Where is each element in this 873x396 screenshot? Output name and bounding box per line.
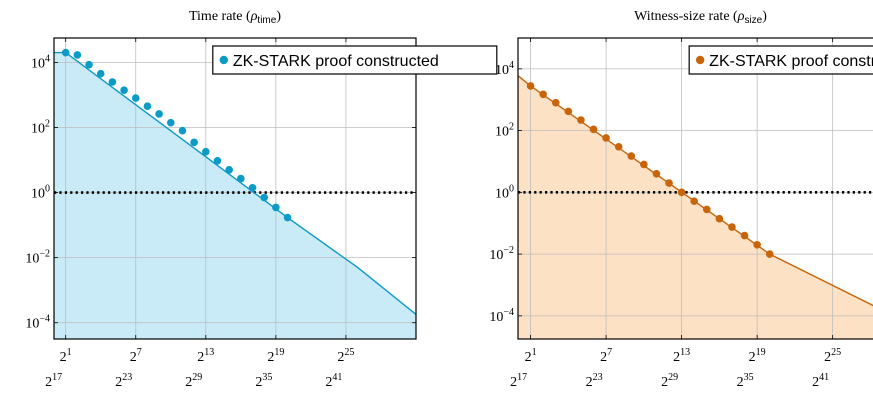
data-point: [577, 116, 585, 124]
x-tick-label: 27: [600, 347, 612, 365]
data-point: [85, 60, 93, 69]
chart-panel-1: Time rate (ρtime) 21 27 213 219 225 217 223 229 2…: [25, 9, 498, 390]
data-point: [526, 82, 535, 90]
data-point: [248, 184, 257, 192]
y-tick-label: 102: [31, 118, 50, 136]
data-point: [155, 110, 163, 118]
x-tick-label-secondary: 235: [737, 372, 754, 390]
data-point: [272, 203, 280, 212]
x-tick-label-secondary: 217: [45, 372, 62, 390]
x-tick-label-secondary: 241: [812, 372, 829, 390]
y-tick-label: 10−4: [489, 307, 514, 325]
data-point: [702, 205, 711, 214]
data-point: [551, 98, 560, 107]
data-point: [564, 107, 573, 116]
data-point: [120, 86, 128, 94]
y-tick-label: 10−2: [489, 245, 514, 263]
x-tick-label: 213: [673, 347, 690, 365]
data-point: [108, 78, 117, 86]
plot-area: [518, 38, 873, 339]
legend-box: [212, 45, 498, 75]
x-tick-label: 213: [197, 347, 214, 365]
data-point: [765, 250, 774, 258]
data-point: [166, 118, 175, 127]
x-tick-label: 21: [60, 347, 72, 365]
plot-frame: [53, 37, 417, 340]
x-tick-label: 219: [749, 347, 766, 365]
data-point: [539, 90, 547, 99]
y-tick-label: 10−2: [25, 249, 50, 267]
x-tick-label-secondary: 223: [115, 372, 132, 390]
x-tick-label-secondary: 223: [586, 372, 603, 390]
data-point: [740, 231, 749, 240]
data-point: [225, 166, 233, 174]
data-point: [237, 174, 245, 183]
x-tick-label: 225: [824, 347, 841, 365]
data-point: [131, 94, 140, 102]
chart-panel-2: Witness-size rate (ρsize) 21 27 213 219 225 21…: [489, 9, 873, 390]
y-tick-label: 104: [495, 60, 514, 78]
data-point: [715, 214, 724, 223]
chart-title: Witness-size rate (ρsize): [634, 9, 767, 26]
x-tick-label-secondary: 229: [661, 372, 678, 390]
x-tick-label: 219: [267, 347, 284, 365]
x-tick-label-secondary: 241: [325, 372, 342, 390]
data-point: [178, 126, 187, 135]
legend-marker: [219, 55, 229, 65]
x-tick-label-secondary: 217: [510, 372, 527, 390]
x-tick-label: 21: [525, 347, 537, 365]
data-point: [602, 134, 610, 142]
legend: ZK-STARK proof constructed: [212, 45, 498, 75]
data-point: [690, 197, 699, 205]
legend-label: ZK-STARK proof constructed: [709, 53, 873, 70]
x-tick-label-secondary: 229: [185, 372, 202, 390]
chart-title: Time rate (ρtime): [189, 9, 281, 26]
plot-area: [54, 38, 416, 339]
legend-label: ZK-STARK proof constructed: [233, 53, 439, 70]
area-fill: [54, 52, 416, 339]
plot-frame: [517, 37, 873, 340]
data-point: [665, 179, 673, 187]
x-tick-label: 27: [130, 347, 142, 365]
data-point: [61, 48, 70, 57]
data-point: [728, 223, 736, 231]
legend-box: [688, 45, 873, 75]
data-point: [213, 156, 222, 165]
y-tick-label: 100: [31, 184, 50, 202]
data-point: [202, 147, 210, 156]
legend: ZK-STARK proof constructed: [688, 45, 873, 75]
x-tick-label: 225: [337, 347, 354, 365]
y-tick-label: 10−4: [25, 314, 50, 332]
y-tick-label: 102: [495, 122, 514, 140]
y-tick-label: 100: [495, 183, 514, 201]
data-point: [614, 142, 623, 151]
data-point: [753, 241, 761, 249]
data-point: [677, 188, 686, 197]
data-point: [143, 102, 152, 111]
data-point: [190, 138, 198, 147]
data-point: [96, 69, 105, 78]
data-point: [627, 152, 636, 160]
series-line: [518, 75, 873, 307]
data-point: [652, 169, 661, 178]
data-point: [589, 125, 598, 134]
legend-marker: [695, 55, 705, 65]
data-point: [73, 51, 82, 59]
data-point: [640, 160, 648, 169]
data-point: [283, 213, 292, 222]
data-point: [260, 193, 268, 202]
y-tick-label: 104: [31, 53, 50, 71]
x-tick-label-secondary: 235: [255, 372, 272, 390]
